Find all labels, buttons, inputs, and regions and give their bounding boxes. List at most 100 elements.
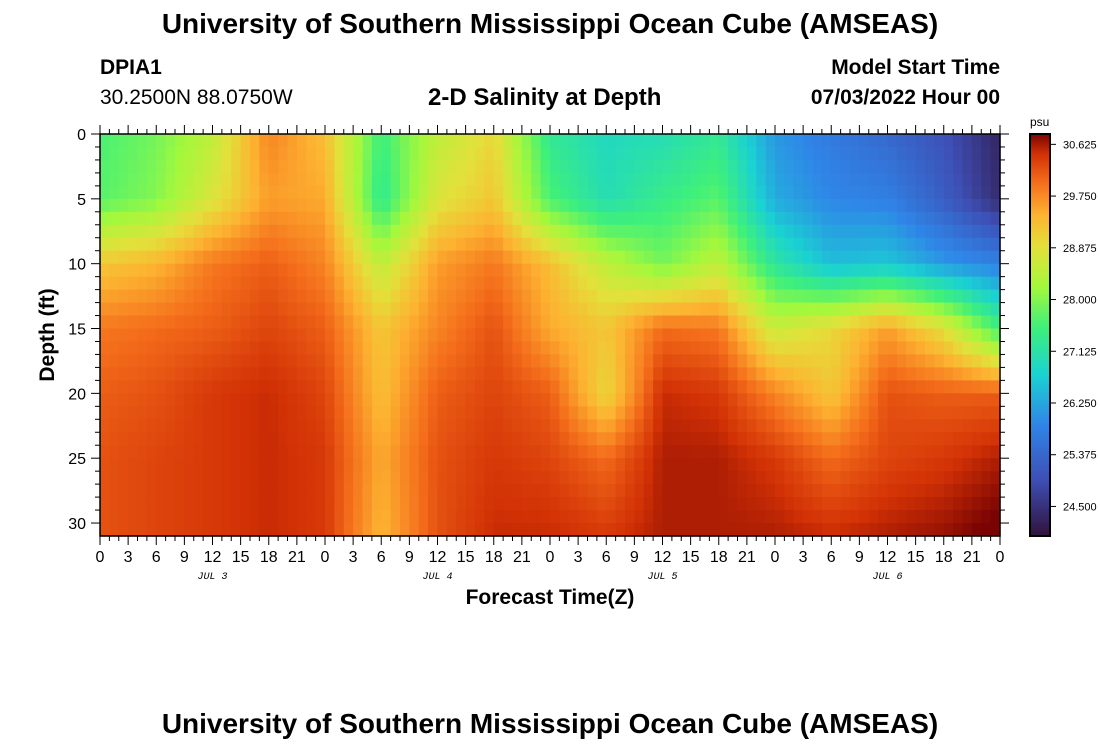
heatmap-cell bbox=[334, 289, 345, 304]
heatmap-cell bbox=[681, 159, 692, 174]
heatmap-cell bbox=[812, 458, 823, 472]
heatmap-cell bbox=[887, 419, 898, 433]
heatmap-cell bbox=[212, 172, 223, 187]
heatmap-cell bbox=[296, 198, 307, 213]
heatmap-cell bbox=[137, 146, 148, 161]
heatmap-cell bbox=[859, 354, 870, 369]
heatmap-cell bbox=[709, 134, 720, 148]
heatmap-cell bbox=[400, 497, 410, 511]
heatmap-cell bbox=[381, 315, 392, 330]
heatmap-cell bbox=[221, 263, 232, 278]
heatmap-cell bbox=[756, 406, 767, 420]
heatmap-cell bbox=[268, 380, 279, 394]
heatmap-cell bbox=[990, 510, 1001, 524]
heatmap-cell bbox=[709, 367, 720, 381]
heatmap-cell bbox=[990, 341, 1001, 356]
heatmap-cell bbox=[596, 354, 607, 369]
heatmap-cell bbox=[268, 471, 279, 485]
heatmap-cell bbox=[737, 354, 748, 369]
heatmap-cell bbox=[484, 354, 495, 369]
heatmap-cell bbox=[550, 471, 560, 485]
heatmap-cell bbox=[418, 354, 429, 369]
heatmap-cell bbox=[456, 302, 467, 317]
heatmap-cell bbox=[418, 172, 429, 187]
heatmap-cell bbox=[296, 341, 307, 356]
heatmap-cell bbox=[456, 380, 467, 394]
heatmap-cell bbox=[325, 185, 335, 200]
heatmap-cell bbox=[175, 302, 185, 317]
heatmap-cell bbox=[540, 471, 551, 485]
heatmap-cell bbox=[400, 484, 410, 498]
heatmap-cell bbox=[765, 146, 776, 161]
heatmap-cell bbox=[850, 237, 860, 252]
heatmap-cell bbox=[475, 393, 485, 407]
heatmap-cell bbox=[137, 497, 148, 511]
heatmap-cell bbox=[831, 484, 842, 498]
heatmap-cell bbox=[259, 237, 270, 252]
heatmap-cell bbox=[287, 497, 298, 511]
heatmap-cell bbox=[493, 237, 504, 252]
heatmap-cell bbox=[925, 432, 935, 446]
y-tick-label: 10 bbox=[68, 257, 86, 274]
heatmap-cell bbox=[212, 263, 223, 278]
heatmap-cell bbox=[615, 484, 626, 498]
heatmap-cell bbox=[100, 211, 110, 226]
heatmap-cell bbox=[859, 211, 870, 226]
heatmap-cell bbox=[484, 432, 495, 446]
heatmap-cell bbox=[728, 510, 739, 524]
heatmap-cell bbox=[859, 276, 870, 291]
heatmap-cell bbox=[353, 523, 364, 537]
heatmap-cell bbox=[390, 263, 401, 278]
heatmap-cell bbox=[775, 237, 785, 252]
heatmap-cell bbox=[409, 510, 420, 524]
heatmap-cell bbox=[418, 484, 429, 498]
heatmap-cell bbox=[962, 510, 973, 524]
heatmap-cell bbox=[756, 354, 767, 369]
heatmap-cell bbox=[803, 406, 814, 420]
heatmap-cell bbox=[315, 471, 326, 485]
heatmap-cell bbox=[512, 510, 523, 524]
heatmap-cell bbox=[475, 237, 485, 252]
heatmap-cell bbox=[643, 185, 654, 200]
heatmap-cell bbox=[484, 445, 495, 459]
heatmap-cell bbox=[259, 134, 270, 148]
heatmap-cell bbox=[690, 380, 701, 394]
heatmap-cell bbox=[400, 419, 410, 433]
heatmap-cell bbox=[812, 406, 823, 420]
heatmap-cell bbox=[850, 328, 860, 343]
heatmap-cell bbox=[962, 354, 973, 369]
heatmap-cell bbox=[381, 341, 392, 356]
heatmap-cell bbox=[934, 224, 945, 239]
heatmap-cell bbox=[850, 159, 860, 174]
heatmap-cell bbox=[859, 484, 870, 498]
heatmap-cell bbox=[971, 185, 982, 200]
heatmap-cell bbox=[493, 224, 504, 239]
heatmap-cell bbox=[962, 289, 973, 304]
heatmap-cell bbox=[662, 445, 673, 459]
heatmap-cell bbox=[559, 484, 570, 498]
heatmap-cell bbox=[165, 134, 176, 148]
heatmap-cell bbox=[109, 497, 120, 511]
heatmap-cell bbox=[100, 393, 110, 407]
heatmap-cell bbox=[240, 367, 251, 381]
heatmap-cell bbox=[681, 497, 692, 511]
heatmap-cell bbox=[250, 289, 260, 304]
heatmap-cell bbox=[268, 432, 279, 446]
heatmap-cell bbox=[165, 250, 176, 265]
heatmap-cell bbox=[381, 134, 392, 148]
heatmap-cell bbox=[100, 523, 110, 537]
heatmap-cell bbox=[803, 172, 814, 187]
heatmap-cell bbox=[756, 211, 767, 226]
heatmap-cell bbox=[700, 250, 710, 265]
heatmap-cell bbox=[418, 237, 429, 252]
heatmap-cell bbox=[503, 406, 514, 420]
heatmap-cell bbox=[446, 302, 457, 317]
heatmap-cell bbox=[709, 289, 720, 304]
heatmap-cell bbox=[296, 471, 307, 485]
colorbar-tick-label: 27.125 bbox=[1063, 346, 1097, 358]
heatmap-cell bbox=[981, 367, 992, 381]
heatmap-cell bbox=[390, 289, 401, 304]
heatmap-cell bbox=[540, 172, 551, 187]
heatmap-cell bbox=[737, 367, 748, 381]
heatmap-cell bbox=[325, 250, 335, 265]
